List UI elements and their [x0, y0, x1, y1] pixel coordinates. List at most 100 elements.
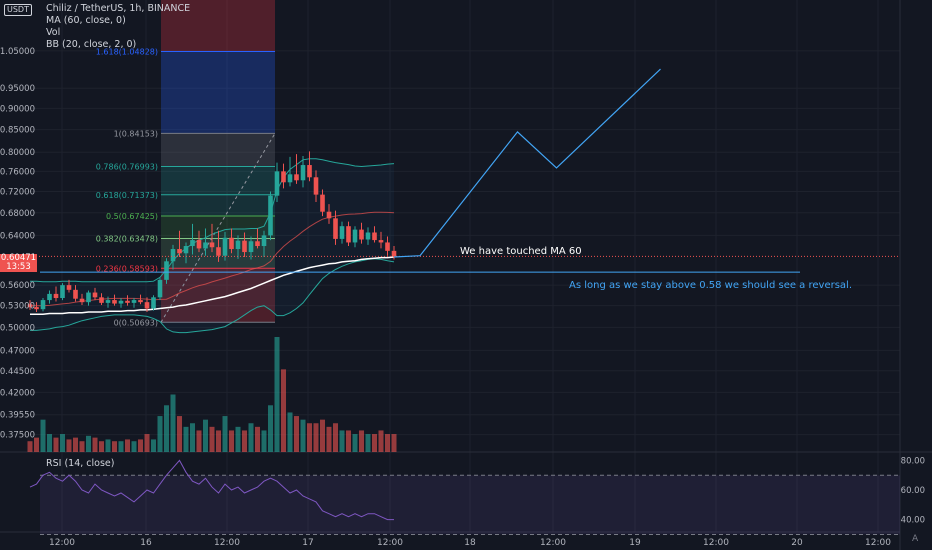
- candle-body: [203, 242, 208, 249]
- candle-body: [66, 285, 72, 290]
- candle-body: [79, 298, 85, 303]
- vol-legend[interactable]: Vol: [46, 27, 61, 38]
- volume-bar: [66, 439, 72, 452]
- price-tick-label: 0.90000: [0, 104, 35, 114]
- indicator-legend: Chiliz / TetherUS, 1h, BINANCE MA (60, c…: [46, 3, 190, 51]
- candle-body: [209, 242, 215, 248]
- volume-bar: [125, 439, 130, 452]
- candle: [138, 294, 143, 305]
- candle: [40, 298, 46, 312]
- candle-body: [307, 165, 312, 178]
- volume-bar: [294, 416, 299, 452]
- candle: [53, 286, 59, 302]
- candle: [307, 151, 312, 182]
- fib-zone: [161, 194, 275, 216]
- candle: [105, 296, 111, 308]
- candle: [294, 154, 299, 184]
- candle: [151, 295, 156, 311]
- candle: [183, 242, 189, 264]
- candle-body: [183, 246, 189, 254]
- annotation-reversal[interactable]: As long as we stay above 0.58 we should …: [569, 280, 852, 291]
- candle-body: [274, 171, 280, 196]
- candle-body: [255, 241, 260, 247]
- candle-body: [99, 297, 104, 303]
- volume-bar: [248, 423, 254, 452]
- price-tick-label: 0.64000: [0, 231, 35, 241]
- price-tick-label: 0.56000: [0, 281, 35, 291]
- candle-body: [34, 307, 39, 310]
- candle: [378, 231, 384, 249]
- currency-badge[interactable]: USDT: [4, 4, 32, 16]
- time-tick-label: 16: [140, 538, 152, 548]
- volume-bars: [27, 337, 397, 452]
- time-tick-label: 20: [791, 538, 803, 548]
- rsi-line: [29, 459, 394, 521]
- candle-body: [73, 289, 78, 299]
- fib-level-label: 0.786(0.76993): [96, 163, 158, 172]
- annotation-touched-ma[interactable]: We have touched MA 60: [460, 246, 582, 257]
- candle-body: [378, 240, 384, 243]
- price-tick-label: 0.95000: [0, 84, 35, 94]
- candle-body: [287, 174, 293, 183]
- candle-body: [53, 293, 59, 299]
- price-tick-label: 0.76000: [0, 167, 35, 177]
- candle-body: [268, 195, 273, 236]
- volume-bar: [151, 439, 156, 452]
- candle-body: [372, 232, 377, 241]
- price-tick-label: 0.42000: [0, 388, 35, 398]
- candle: [216, 230, 221, 262]
- price-tick-label: 0.68000: [0, 209, 35, 219]
- candle: [242, 232, 247, 257]
- candle-body: [138, 300, 143, 303]
- candle-body: [261, 235, 267, 247]
- volume-bar: [196, 430, 202, 452]
- rsi-legend[interactable]: RSI (14, close): [46, 458, 115, 469]
- candle-body: [125, 300, 130, 303]
- time-tick-label: 18: [464, 538, 476, 548]
- volume-bar: [320, 419, 325, 452]
- fib-zone: [161, 51, 275, 134]
- volume-bar: [359, 430, 364, 452]
- price-tick-label: 1.05000: [0, 47, 35, 57]
- candle-body: [216, 247, 221, 256]
- volume-bar: [300, 419, 306, 452]
- volume-bar: [372, 434, 377, 452]
- volume-bar: [86, 435, 91, 452]
- volume-bar: [235, 426, 241, 452]
- candle: [274, 162, 280, 203]
- candle-body: [86, 292, 91, 303]
- volume-bar: [365, 434, 371, 452]
- candle-body: [352, 229, 358, 243]
- volume-bar: [157, 416, 163, 452]
- volume-bar: [190, 423, 195, 452]
- candle: [300, 155, 306, 188]
- price-tick-label: 0.80000: [0, 148, 35, 158]
- volume-bar: [131, 441, 137, 452]
- symbol-title[interactable]: Chiliz / TetherUS, 1h, BINANCE: [46, 3, 191, 14]
- candle: [34, 302, 39, 313]
- candle: [333, 210, 338, 245]
- time-tick-label: 17: [302, 538, 313, 548]
- bb-legend[interactable]: BB (20, close, 2, 0): [46, 39, 137, 50]
- volume-bar: [144, 434, 150, 452]
- rsi-band-fill: [40, 475, 900, 535]
- volume-bar: [333, 423, 338, 452]
- volume-bar: [313, 423, 319, 452]
- volume-bar: [216, 430, 221, 452]
- candle-body: [112, 300, 117, 304]
- candle-body: [40, 300, 46, 310]
- volume-bar: [261, 430, 267, 452]
- volume-bar: [183, 426, 189, 452]
- ma-legend[interactable]: MA (60, close, 0): [46, 15, 126, 26]
- volume-bar: [209, 426, 215, 452]
- candle-body: [151, 297, 156, 309]
- volume-bar: [385, 434, 390, 452]
- volume-bar: [339, 430, 345, 452]
- candle: [203, 228, 208, 256]
- rsi-pane: 80.00 60.00 40.00: [29, 456, 925, 535]
- bb-lower-line: [30, 258, 395, 334]
- auto-scale-button[interactable]: A: [912, 534, 919, 544]
- candle-body: [27, 304, 33, 308]
- candlestick-series: [27, 151, 397, 313]
